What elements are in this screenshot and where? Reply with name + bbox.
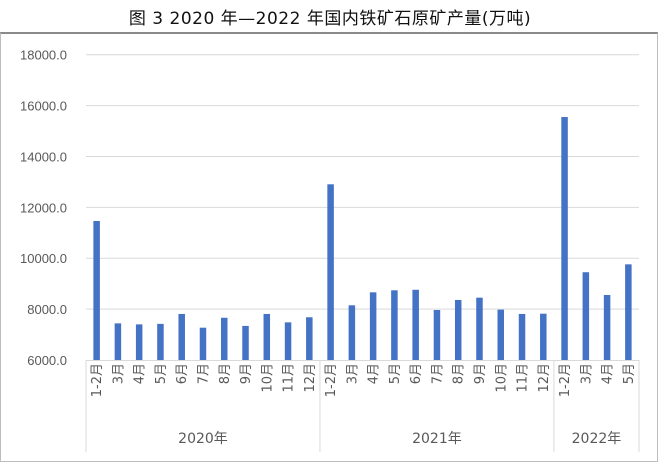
group-label: 2021年 (412, 431, 462, 447)
group-label: 2020年 (178, 431, 228, 447)
x-tick-label: 5月 (388, 363, 403, 384)
bar (391, 290, 398, 360)
x-tick-label: 6月 (409, 363, 424, 384)
x-tick-label: 3月 (579, 363, 594, 384)
bar (561, 117, 568, 361)
bar (242, 325, 249, 360)
x-tick-label: 1-2月 (558, 363, 573, 397)
x-tick-label: 11月 (516, 363, 531, 393)
x-tick-label: 5月 (154, 363, 169, 384)
bar (412, 289, 419, 360)
bar (221, 317, 228, 360)
x-tick-label: 8月 (218, 363, 233, 384)
bar (433, 310, 441, 360)
bar (625, 264, 632, 360)
bar (284, 322, 292, 360)
group-label: 2022年 (572, 431, 622, 447)
y-tick-label: 10000.0 (20, 251, 67, 266)
bar (93, 220, 100, 360)
bar (540, 313, 547, 360)
x-tick-label: 4月 (133, 363, 148, 384)
x-tick-label: 4月 (601, 363, 616, 384)
y-tick-label: 18000.0 (20, 48, 67, 63)
y-tick-label: 14000.0 (20, 149, 67, 164)
bar (497, 309, 504, 360)
x-tick-label: 10月 (494, 363, 509, 393)
bar (603, 294, 611, 360)
bar (582, 272, 590, 360)
y-tick-label: 12000.0 (20, 200, 67, 215)
x-tick-label: 7月 (196, 363, 211, 384)
bar (114, 323, 122, 360)
chart-title: 图 3 2020 年—2022 年国内铁矿石原矿产量(万吨) (128, 9, 532, 29)
y-tick-label: 16000.0 (20, 99, 67, 114)
y-tick-label: 6000.0 (27, 353, 67, 368)
x-tick-label: 1-2月 (324, 363, 339, 397)
x-tick-label: 8月 (452, 363, 467, 384)
y-tick-label: 8000.0 (27, 302, 67, 317)
x-tick-label: 9月 (473, 363, 488, 384)
x-tick-label: 3月 (345, 363, 360, 384)
x-tick-label: 7月 (430, 363, 445, 384)
x-tick-label: 12月 (303, 363, 318, 393)
bar (135, 324, 143, 360)
bar (348, 305, 356, 360)
x-tick-label: 4月 (367, 363, 382, 384)
x-tick-label: 10月 (260, 363, 275, 393)
x-tick-label: 12月 (537, 363, 552, 393)
bar (178, 313, 185, 360)
x-tick-label: 5月 (622, 363, 637, 384)
bar (518, 313, 526, 360)
x-tick-label: 9月 (239, 363, 254, 384)
bar (199, 327, 207, 360)
bar (306, 317, 313, 360)
bar (369, 292, 377, 360)
bar (327, 184, 334, 360)
bar (263, 313, 271, 360)
x-tick-label: 3月 (111, 363, 126, 384)
x-tick-label: 11月 (282, 363, 297, 393)
chart-frame (0, 32, 658, 462)
bar (454, 299, 462, 360)
x-tick-label: 6月 (175, 363, 190, 384)
bar (476, 297, 483, 360)
bar (157, 323, 164, 360)
x-tick-label: 1-2月 (90, 363, 105, 397)
